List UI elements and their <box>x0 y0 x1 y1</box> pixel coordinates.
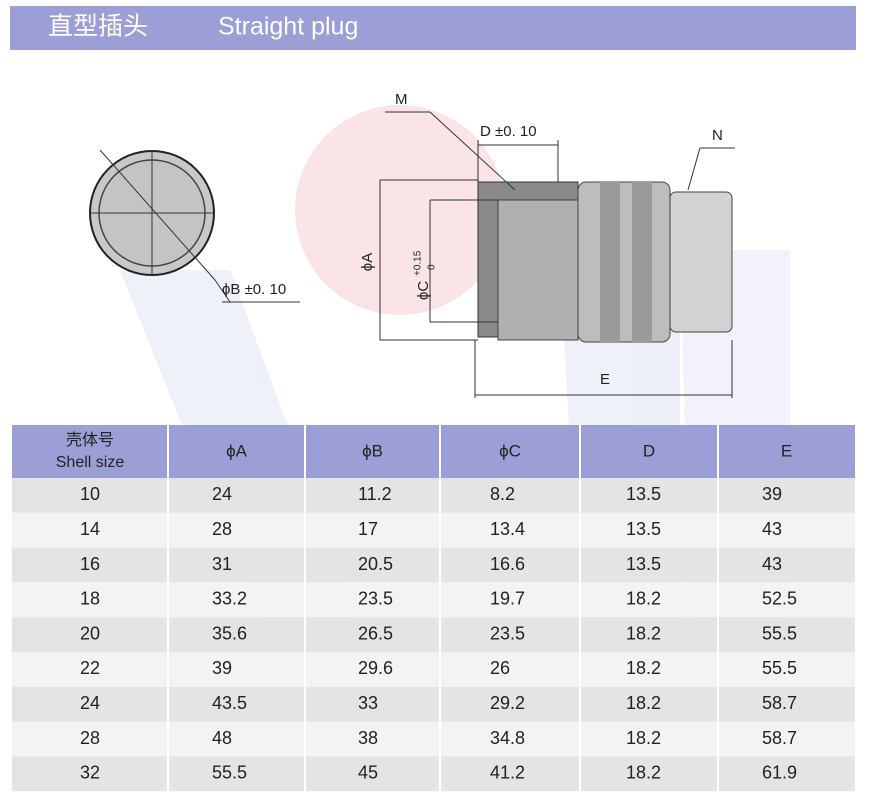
table-cell: 8.2 <box>490 484 515 504</box>
table-cell: 18.2 <box>626 658 661 678</box>
table-cell: 13.4 <box>490 519 525 539</box>
table-cell: 43.5 <box>212 693 247 713</box>
table-cell: 19.7 <box>490 589 525 609</box>
table-cell: 18 <box>80 589 100 609</box>
table-cell: 17 <box>358 519 378 539</box>
table-cell: 39 <box>212 658 232 678</box>
table-cell: 29.2 <box>490 693 525 713</box>
table-cell: 20.5 <box>358 554 393 574</box>
table-header-bg <box>12 425 855 478</box>
dim-e: E <box>600 371 610 388</box>
title-en: Straight plug <box>218 13 358 41</box>
table-cell: 48 <box>212 728 232 748</box>
table-cell: 55.5 <box>212 763 247 783</box>
table-cell: 58.7 <box>762 693 797 713</box>
table-row-bg <box>12 547 855 583</box>
table-cell: 13.5 <box>626 519 661 539</box>
dim-a: ϕA <box>359 253 376 271</box>
table-row-bg <box>12 617 855 652</box>
dim-c: ϕC <box>415 281 432 300</box>
table-row-bg <box>12 756 855 792</box>
header-bar <box>10 6 856 50</box>
table-row-bg <box>12 721 855 757</box>
table: 壳体号 Shell size ϕA ϕB ϕC D E 10 24 11.2 8.2 13.5 39 14… <box>12 425 855 792</box>
table-row-bg <box>12 512 855 548</box>
side-view: M D ±0. 10 N E ϕA ϕC +0.15 0 <box>359 91 735 398</box>
table-cell: 43 <box>762 554 782 574</box>
table-cell: 35.6 <box>212 623 247 643</box>
table-cell: 43 <box>762 519 782 539</box>
table-row-bg <box>12 478 855 513</box>
table-cell: 18.2 <box>626 589 661 609</box>
table-cell: 29.6 <box>358 658 393 678</box>
table-cell: 26 <box>490 658 510 678</box>
table-cell: 20 <box>80 623 100 643</box>
table-cell: 38 <box>358 728 378 748</box>
column-header: E <box>781 441 792 460</box>
table-cell: 41.2 <box>490 763 525 783</box>
table-cell: 10 <box>80 484 100 504</box>
table-cell: 11.2 <box>358 484 392 504</box>
table-cell: 31 <box>212 554 232 574</box>
table-cell: 24 <box>212 484 232 504</box>
table-cell: 55.5 <box>762 623 797 643</box>
table-cell: 28 <box>212 519 232 539</box>
table-cell: 58.7 <box>762 728 797 748</box>
table-cell: 28 <box>80 728 100 748</box>
table-cell: 26.5 <box>358 623 393 643</box>
table-cell: 18.2 <box>626 693 661 713</box>
table-cell: 45 <box>358 763 378 783</box>
dim-d: D ±0. 10 <box>480 123 537 140</box>
column-header: ϕB <box>362 441 383 460</box>
dim-c-upper: +0.15 <box>413 250 424 276</box>
table-cell: 33.2 <box>212 589 247 609</box>
table-cell: 18.2 <box>626 623 661 643</box>
table-cell: 52.5 <box>762 589 797 609</box>
table-cell: 39 <box>762 484 782 504</box>
column-header: ϕA <box>226 441 248 460</box>
column-header: ϕC <box>499 441 521 460</box>
table-cell: 34.8 <box>490 728 525 748</box>
table-cell: 16 <box>80 554 100 574</box>
table-cell: 23.5 <box>490 623 525 643</box>
dim-c-lower: 0 <box>427 264 438 270</box>
table-row-bg <box>12 582 855 618</box>
table-cell: 18.2 <box>626 728 661 748</box>
shell-header: Shell size <box>56 454 125 471</box>
table-row-bg <box>12 652 855 687</box>
table-cell: 14 <box>80 519 100 539</box>
table-row-bg <box>12 686 855 722</box>
table-cell: 18.2 <box>626 763 661 783</box>
front-view: ϕB ±0. 10 <box>89 149 300 303</box>
table-cell: 24 <box>80 693 100 713</box>
table-cell: 13.5 <box>626 554 661 574</box>
title-cn: 直型插头 <box>48 13 148 41</box>
table-cell: 16.6 <box>490 554 525 574</box>
label-m: M <box>395 91 408 108</box>
table-cell: 13.5 <box>626 484 661 504</box>
dim-b: ϕB ±0. 10 <box>222 281 286 298</box>
table-cell: 33 <box>358 693 378 713</box>
column-header: D <box>643 441 655 460</box>
table-cell: 55.5 <box>762 658 797 678</box>
table-cell: 22 <box>80 658 100 678</box>
label-n: N <box>712 127 723 144</box>
shell-header: 壳体号 <box>66 431 114 449</box>
table-cell: 61.9 <box>762 763 797 783</box>
table-cell: 32 <box>80 763 100 783</box>
table-cell: 23.5 <box>358 589 393 609</box>
